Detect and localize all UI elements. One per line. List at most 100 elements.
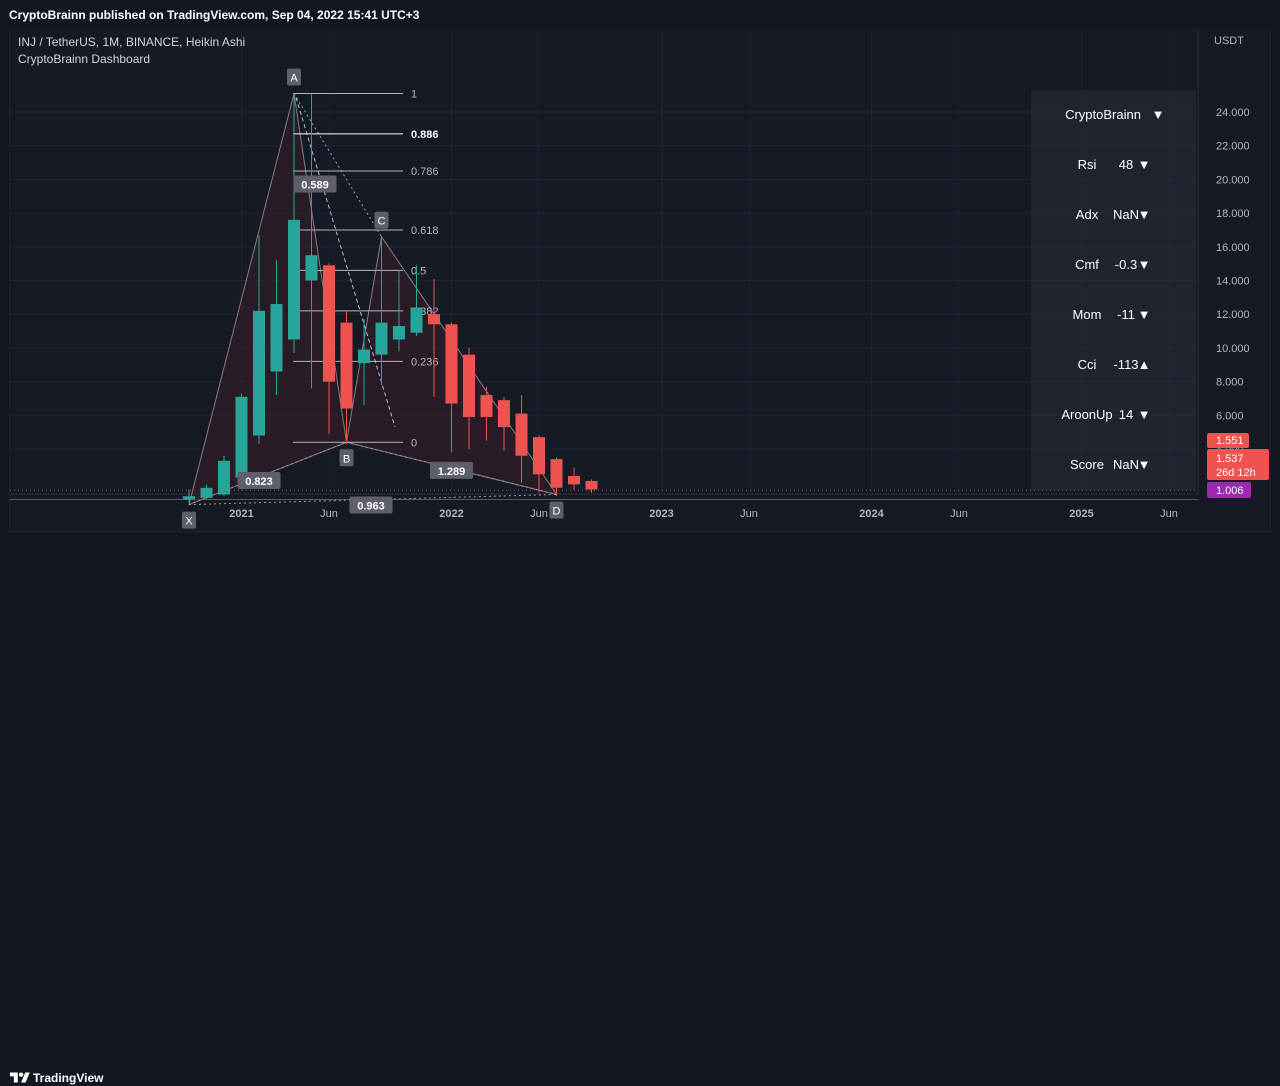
price-tag-box: [1207, 433, 1249, 448]
point-label-c: C: [374, 211, 389, 229]
fib-level-label: 0.886: [411, 129, 439, 141]
symbol-legend[interactable]: INJ / TetherUS, 1M, BINANCE, Heikin Ashi: [18, 35, 246, 49]
ratio-label: 1.289: [430, 461, 473, 479]
ratio-label-box: [237, 472, 281, 490]
indicator-legend[interactable]: CryptoBrainn Dashboard: [18, 52, 151, 66]
tradingview-logo-icon: [10, 1072, 30, 1083]
point-label-b: B: [339, 449, 354, 467]
x-tick-label: 2021: [229, 508, 253, 520]
y-tick-label: 14.000: [1216, 276, 1250, 288]
dashboard-row-label: Mom: [1073, 307, 1102, 322]
dashboard-row-value: NaN: [1113, 207, 1139, 222]
candle-body: [550, 459, 563, 488]
y-tick-label: 16.000: [1216, 242, 1250, 254]
y-tick-label: 20.000: [1216, 174, 1250, 186]
candle-body: [270, 304, 283, 372]
candle-body: [183, 496, 195, 500]
candle-body: [375, 322, 388, 355]
candle: [218, 455, 230, 497]
ratio-label-box: [293, 175, 337, 193]
candle: [428, 278, 440, 397]
candle-body: [218, 460, 230, 495]
point-label-text: C: [378, 216, 386, 228]
pattern-triangle-xab[interactable]: [188, 93, 348, 506]
fib-level-label: 0.236: [411, 356, 439, 368]
candle-body: [288, 219, 300, 340]
y-tick-label: 10.000: [1216, 343, 1250, 355]
candle-body: [235, 396, 248, 478]
candle-body: [305, 255, 318, 281]
dashboard-title-arrow: ▼: [1152, 107, 1165, 122]
point-label-box: [374, 211, 389, 229]
y-axis[interactable]: 4.0006.0008.00010.00012.00014.00016.0001…: [1216, 107, 1250, 456]
dashboard-row-value: NaN: [1113, 457, 1139, 472]
point-label-text: A: [290, 72, 298, 84]
publisher-text: CryptoBrainn published on TradingView.co…: [9, 8, 420, 22]
pattern-labels: X A B C D 0.589 0.823 1.289 0.963: [182, 68, 564, 529]
ratio-label: 0.823: [237, 472, 281, 490]
candle-body: [358, 349, 370, 364]
dashboard-row-label: Cci: [1078, 357, 1097, 372]
x-tick-label: Jun: [1160, 508, 1178, 520]
ratio-label: 0.589: [293, 175, 337, 193]
candle: [183, 489, 195, 503]
candle: [585, 479, 598, 493]
price-tag-purple: 1.006: [1207, 482, 1251, 498]
ratio-label-box: [349, 496, 393, 514]
dashboard-background: [1031, 90, 1196, 490]
candle-body: [410, 307, 423, 333]
candle: [463, 347, 475, 449]
dashboard-row-label: Rsi: [1078, 157, 1097, 172]
grid-lines: [10, 31, 1199, 495]
point-label-x: X: [182, 511, 196, 529]
candle-body: [515, 413, 528, 456]
point-label-a: A: [287, 68, 301, 86]
ratio-label-text: 1.289: [438, 466, 466, 478]
x-tick-label: 2022: [439, 508, 463, 520]
leg-bd: [346, 441, 557, 495]
dashboard-row-arrow: ▼: [1138, 207, 1151, 222]
dashboard-row-arrow: ▼: [1138, 157, 1151, 172]
price-tag-text: 1.537: [1216, 453, 1244, 465]
candles: [183, 93, 598, 503]
leg-xd: [188, 493, 557, 506]
candle: [340, 310, 353, 444]
ratio-label-text: 0.823: [245, 476, 273, 488]
candle-body: [568, 475, 580, 485]
dashboard-row-arrow: ▼: [1138, 457, 1151, 472]
fib-level-label: 0: [411, 437, 417, 449]
ratio-label-text: 0.963: [357, 500, 385, 512]
x-axis[interactable]: 2021 Jun 2022 Jun 2023 Jun 2024 Jun 2025 Jun: [229, 508, 1178, 520]
candle-body: [480, 395, 493, 417]
ratio-label-box: [430, 461, 473, 479]
footer-bar: TradingView: [0, 532, 1280, 1085]
candle: [533, 435, 545, 493]
candle: [515, 395, 528, 483]
point-label-box: [182, 511, 196, 529]
tradingview-brand: TradingView: [33, 1071, 104, 1085]
dashboard-row-arrow: ▼: [1138, 257, 1151, 272]
fib-level-label: 0.786: [411, 166, 439, 178]
candle: [410, 265, 423, 337]
fib-level-label: 1: [411, 88, 417, 100]
dashboard-row-label: AroonUp: [1061, 407, 1112, 422]
point-label-text: X: [185, 516, 193, 528]
dashboard-row-adx: Adx NaN▼: [1076, 207, 1151, 222]
dashboard-title: CryptoBrainn: [1065, 107, 1141, 122]
countdown-text: 26d 12h: [1216, 467, 1256, 479]
price-tag-last: 1.551: [1207, 433, 1249, 448]
candle: [288, 93, 300, 353]
candle: [480, 386, 493, 441]
point-label-d: D: [549, 501, 564, 519]
dashboard-row-cmf: Cmf -0.3 ▼: [1075, 257, 1150, 272]
candle: [445, 322, 458, 453]
candle-body: [498, 400, 510, 428]
point-label-box: [339, 449, 354, 467]
candle-body: [533, 437, 545, 475]
candle: [323, 263, 335, 434]
fib-trend-line: [295, 97, 396, 428]
dashboard-row-rsi: Rsi 48 ▼: [1078, 157, 1151, 172]
price-tag-text: 1.551: [1216, 435, 1244, 447]
